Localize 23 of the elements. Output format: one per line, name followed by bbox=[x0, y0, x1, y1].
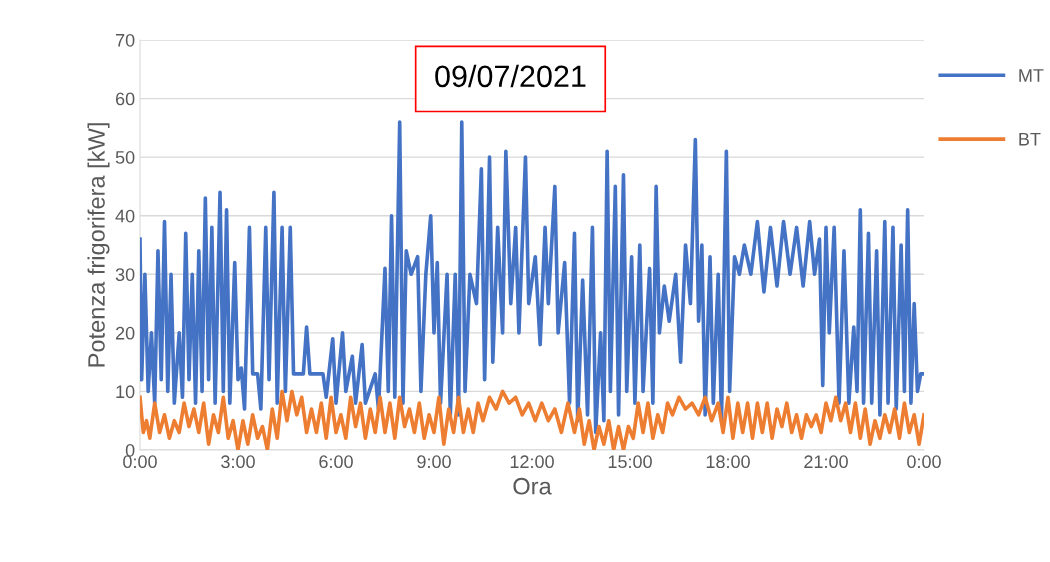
x-tick-label: 9:00 bbox=[417, 455, 451, 469]
annotation: 09/07/2021 bbox=[435, 64, 586, 88]
legend-label: MT bbox=[1019, 69, 1044, 82]
y-tick-label: 30 bbox=[115, 268, 135, 282]
y-tick-label: 0 bbox=[125, 443, 135, 457]
x-tick-label: 21:00 bbox=[804, 455, 848, 469]
x-tick-label: 12:00 bbox=[510, 455, 554, 469]
y-axis-title: Potenza frigorifera [kW] bbox=[87, 123, 110, 367]
y-tick-label: 50 bbox=[115, 151, 135, 164]
x-tick-label: 3:00 bbox=[221, 455, 255, 469]
y-tick-label: 60 bbox=[115, 92, 135, 106]
x-tick-label: 6:00 bbox=[319, 455, 353, 469]
x-tick-label: 15:00 bbox=[608, 455, 652, 469]
y-tick-label: 40 bbox=[115, 209, 135, 223]
x-tick-label: 0:00 bbox=[123, 455, 157, 469]
legend-label: BT bbox=[1019, 132, 1041, 146]
y-tick-label: 20 bbox=[115, 326, 135, 340]
y-tick-label: 10 bbox=[116, 385, 135, 399]
line-series bbox=[140, 120, 924, 435]
x-tick-label: 18:00 bbox=[706, 455, 750, 469]
x-tick-label: 0:00 bbox=[907, 455, 941, 469]
x-axis-title: Ora bbox=[513, 477, 552, 495]
y-tick-label: 70 bbox=[115, 33, 135, 47]
